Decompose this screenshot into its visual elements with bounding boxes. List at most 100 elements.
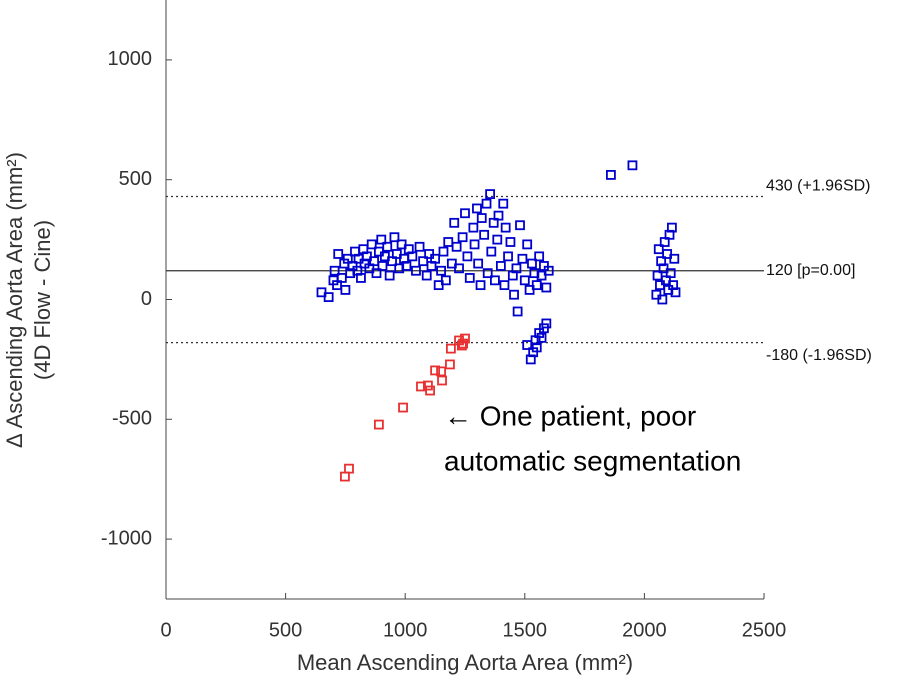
y-tick-label: 1000: [108, 48, 153, 70]
annotation: ← One patient, poor: [444, 400, 696, 431]
point: [371, 268, 382, 279]
point: [333, 249, 344, 259]
point: [451, 241, 462, 252]
point: [464, 273, 475, 283]
point: [485, 189, 496, 199]
point: [414, 241, 425, 252]
point: [430, 253, 441, 264]
point: [665, 268, 676, 279]
point: [411, 265, 421, 276]
point: [495, 261, 506, 271]
point: [445, 343, 456, 354]
x-axis-label: Mean Ascending Aorta Area (mm²): [297, 650, 633, 675]
point: [473, 258, 484, 269]
point: [531, 342, 542, 353]
point: [469, 239, 480, 250]
point: [505, 237, 516, 247]
point: [482, 268, 493, 279]
reference-label: 120 [p=0.00]: [766, 262, 855, 279]
point: [475, 280, 486, 291]
point: [366, 239, 377, 250]
point: [356, 273, 366, 283]
point: [438, 246, 449, 257]
point: [527, 258, 537, 269]
y-tick-label: -1000: [101, 527, 152, 549]
point: [437, 375, 447, 386]
point: [511, 263, 522, 274]
point: [323, 292, 334, 303]
y-axis-label: Δ Ascending Aorta Area (mm²): [2, 152, 27, 448]
point: [512, 306, 523, 317]
point: [389, 232, 400, 243]
point: [500, 222, 511, 233]
point: [376, 234, 387, 245]
x-tick-label: 2000: [622, 619, 667, 641]
y-tick-label: 500: [119, 168, 152, 190]
point: [481, 198, 492, 209]
point: [340, 471, 350, 482]
point: [541, 318, 552, 329]
point: [498, 198, 509, 209]
point: [531, 280, 542, 291]
point: [430, 365, 441, 376]
point: [425, 385, 435, 396]
point: [486, 246, 497, 257]
point: [522, 239, 533, 250]
point: [670, 287, 681, 298]
point: [329, 265, 340, 276]
point: [340, 285, 351, 295]
point: [436, 366, 446, 377]
point: [460, 333, 470, 344]
point: [479, 229, 490, 240]
point: [515, 220, 525, 231]
point: [667, 222, 677, 233]
point: [398, 402, 408, 413]
point: [457, 232, 468, 243]
point: [440, 275, 451, 286]
point: [499, 280, 510, 291]
point: [627, 160, 638, 171]
point: [449, 217, 460, 228]
point: [541, 282, 552, 293]
point: [534, 251, 545, 262]
point: [503, 251, 513, 262]
point: [384, 270, 395, 281]
reference-label: 430 (+1.96SD): [766, 178, 871, 195]
x-tick-label: 1500: [503, 619, 548, 641]
point: [423, 380, 433, 391]
point: [536, 332, 547, 343]
point: [657, 294, 668, 305]
point: [407, 251, 418, 262]
point: [344, 463, 354, 474]
x-tick-label: 1000: [383, 619, 428, 641]
annotation: automatic segmentation: [444, 445, 741, 476]
point: [373, 419, 384, 430]
point: [462, 251, 473, 262]
point: [468, 222, 479, 233]
x-tick-label: 2500: [742, 619, 787, 641]
point: [472, 203, 482, 214]
y-tick-label: -500: [112, 408, 152, 430]
point: [489, 275, 500, 286]
point: [606, 170, 616, 180]
point: [421, 270, 432, 281]
point: [401, 261, 412, 271]
point: [476, 213, 487, 223]
reference-label: -180 (-1.96SD): [766, 347, 872, 364]
point: [416, 381, 426, 392]
point: [669, 253, 680, 264]
point: [493, 210, 504, 221]
point: [377, 261, 388, 271]
x-tick-label: 500: [269, 619, 302, 641]
point: [443, 237, 454, 247]
point: [517, 253, 528, 264]
point: [382, 241, 393, 252]
point: [460, 208, 470, 219]
point: [436, 265, 446, 276]
point: [458, 338, 468, 349]
point: [509, 289, 519, 300]
x-tick-label: 0: [160, 619, 171, 641]
point: [445, 359, 455, 370]
point: [519, 275, 530, 286]
